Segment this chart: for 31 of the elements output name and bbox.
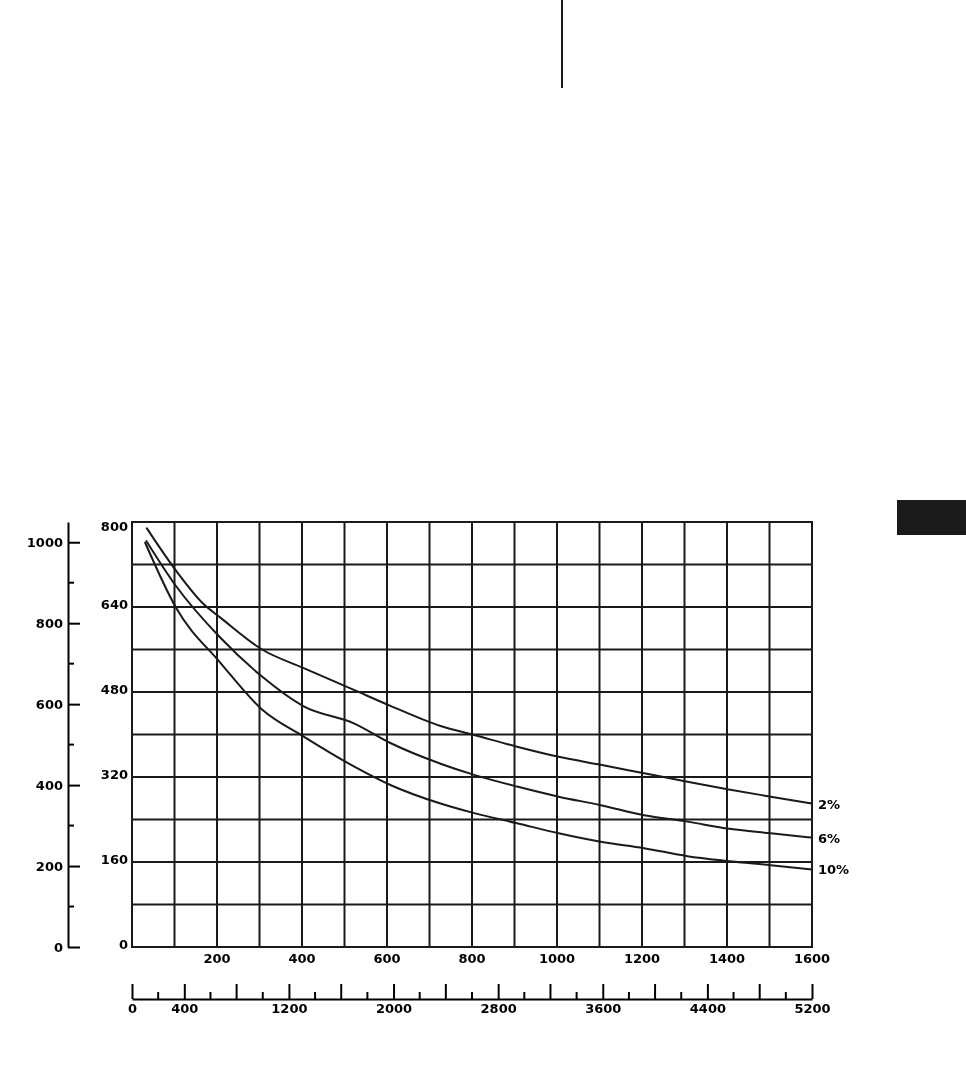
series-label: 6% [818, 830, 841, 846]
x2-tick-label: 2800 [480, 1001, 517, 1017]
y2-tick-label: 800 [35, 615, 63, 631]
x2-tick-label: 4400 [689, 1001, 726, 1017]
x-tick-label: 1400 [708, 951, 746, 966]
x-tick-label: 400 [288, 951, 316, 966]
x-tick-label: 200 [203, 951, 231, 966]
x2-tick-label: 2000 [375, 1001, 413, 1017]
y-tick-label: 0 [118, 936, 128, 952]
x-tick-label: 1000 [538, 951, 576, 966]
x2-tick-label: 400 [171, 1001, 199, 1017]
y-tick-label: 320 [100, 766, 128, 782]
x-tick-label: 1200 [623, 951, 661, 966]
y-tick-label: 480 [100, 681, 128, 697]
series-label: 10% [818, 862, 850, 878]
x-tick-label: 600 [373, 951, 401, 966]
y2-tick-label: 600 [35, 696, 63, 712]
x2-tick-label: 3600 [585, 1001, 622, 1017]
y-tick-label: 160 [100, 851, 128, 867]
x-tick-label: 1600 [793, 951, 831, 966]
x2-tick-label: 5200 [794, 1001, 831, 1017]
y2-tick-label: 400 [35, 777, 63, 793]
y-tick-label: 800 [100, 518, 128, 534]
x2-tick-label: 0 [127, 1001, 138, 1017]
x2-tick-label: 1200 [271, 1001, 308, 1017]
y-tick-label: 640 [100, 596, 128, 612]
y2-tick-label: 200 [35, 858, 63, 874]
y2-tick-label: 0 [53, 939, 63, 955]
y2-tick-label: 1000 [26, 534, 63, 550]
x-tick-label: 800 [458, 951, 486, 966]
series-label: 2% [818, 796, 841, 812]
